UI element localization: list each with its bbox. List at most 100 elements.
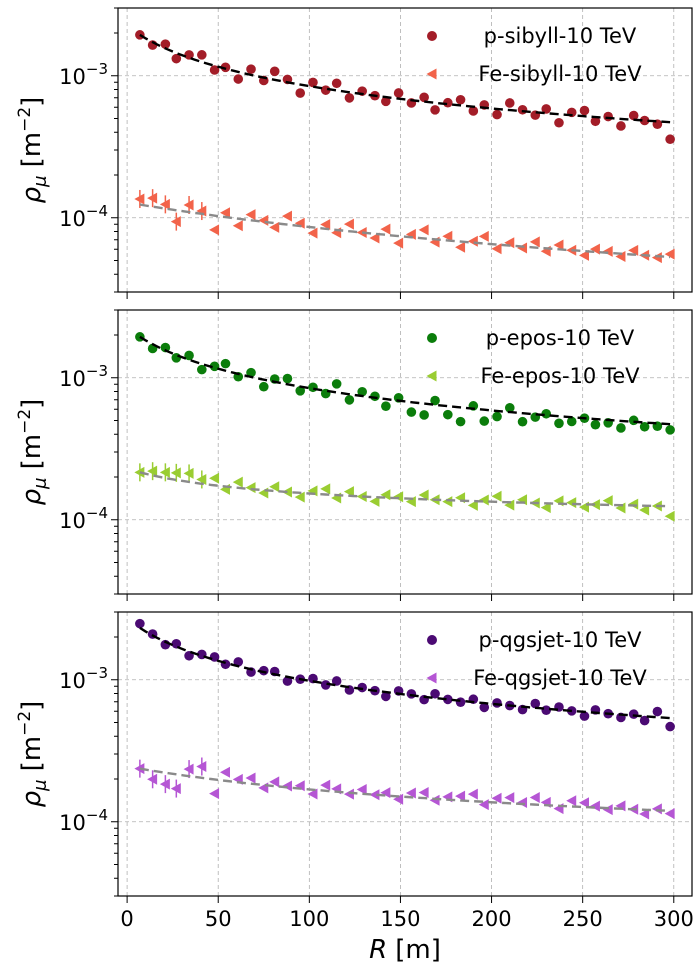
data-point xyxy=(628,709,639,719)
x-tick-label: 300 xyxy=(654,907,694,931)
data-point xyxy=(492,109,502,120)
data-point xyxy=(282,373,293,384)
data-point xyxy=(529,792,540,804)
data-point xyxy=(147,465,158,477)
legend-label: p-qgsjet-10 TeV xyxy=(478,628,642,652)
data-point xyxy=(308,77,318,88)
series-Fe-qgsjet-10 TeV xyxy=(134,757,675,820)
data-point xyxy=(171,53,182,64)
data-point xyxy=(245,209,256,221)
data-point xyxy=(579,105,590,116)
data-point xyxy=(245,772,256,784)
data-point xyxy=(455,790,466,802)
panel-1: 10−3 10−4 ρμ[m−2] p-sibyll-10 TeV Fe-sibyll-… xyxy=(15,7,693,299)
data-point xyxy=(405,787,416,799)
data-point xyxy=(517,416,528,427)
y-tick-label: 10−3 xyxy=(59,362,108,391)
y-tick-label: 10−4 xyxy=(59,202,108,231)
data-point xyxy=(566,416,577,427)
data-point xyxy=(639,421,650,432)
data-point xyxy=(183,199,194,211)
data-point xyxy=(504,792,515,804)
data-point xyxy=(530,698,541,709)
data-point xyxy=(184,350,194,361)
data-point xyxy=(294,217,305,229)
data-point xyxy=(628,415,639,426)
data-point xyxy=(369,495,380,507)
data-point xyxy=(171,353,182,363)
y-axis-label: ρμ[m−2] xyxy=(15,399,51,506)
data-point xyxy=(170,216,181,228)
data-point xyxy=(209,472,220,484)
data-point xyxy=(616,423,626,433)
legend-entry: p-sibyll-10 TeV xyxy=(427,24,637,48)
data-point xyxy=(160,342,171,353)
data-point xyxy=(566,795,577,807)
data-point xyxy=(664,248,675,260)
data-point xyxy=(442,496,453,508)
data-point xyxy=(639,504,650,516)
data-point xyxy=(443,409,453,420)
data-point xyxy=(529,236,540,248)
data-point xyxy=(652,706,663,717)
data-point xyxy=(504,403,515,413)
legend-label: p-sibyll-10 TeV xyxy=(484,24,637,48)
legend-entry: p-epos-10 TeV xyxy=(427,326,635,350)
data-point xyxy=(566,244,577,256)
fit-line xyxy=(139,203,671,259)
data-point xyxy=(664,808,675,820)
data-point xyxy=(665,721,675,732)
data-point xyxy=(159,198,170,210)
data-point xyxy=(356,783,367,795)
data-point xyxy=(491,792,502,804)
data-point xyxy=(541,104,552,114)
fit-line xyxy=(139,335,671,426)
data-point xyxy=(147,773,158,785)
data-point xyxy=(196,473,207,485)
data-point xyxy=(430,105,440,115)
data-point xyxy=(418,489,429,501)
data-point xyxy=(579,711,590,721)
data-point xyxy=(343,788,354,800)
data-point xyxy=(455,94,466,105)
data-point xyxy=(381,401,391,411)
data-point xyxy=(320,483,331,495)
data-point xyxy=(356,227,367,239)
data-point xyxy=(639,115,650,126)
data-point xyxy=(357,682,367,693)
data-point xyxy=(147,192,158,204)
data-point xyxy=(602,804,613,816)
data-point xyxy=(233,74,244,84)
data-point xyxy=(504,237,515,249)
y-tick-label: 10−4 xyxy=(59,504,108,533)
x-tick-label: 250 xyxy=(563,907,603,931)
data-point xyxy=(393,88,404,98)
y-tick-label: 10−4 xyxy=(59,806,108,835)
data-point xyxy=(170,467,181,479)
data-point xyxy=(245,482,256,494)
x-tick-label: 150 xyxy=(380,907,420,931)
plot-frame xyxy=(117,7,693,293)
y-tick-label: 10−3 xyxy=(59,60,108,89)
x-axis-label: R [m] xyxy=(369,935,441,965)
data-point xyxy=(393,491,404,503)
data-point xyxy=(665,425,675,435)
panels-group: 10−3 10−4 ρμ[m−2] p-sibyll-10 TeV Fe-sibyll-… xyxy=(15,7,694,931)
data-point xyxy=(209,361,220,372)
data-point xyxy=(491,243,502,255)
legend-label: p-epos-10 TeV xyxy=(486,326,635,350)
data-point xyxy=(467,788,478,800)
legend-marker xyxy=(427,31,437,41)
data-point xyxy=(183,763,194,775)
data-point xyxy=(220,766,231,778)
data-point xyxy=(615,251,626,263)
data-point xyxy=(320,85,331,95)
data-point xyxy=(343,218,354,230)
data-point xyxy=(308,382,318,393)
data-point xyxy=(393,237,404,249)
y-axis-label: ρμ[m−2] xyxy=(15,97,51,204)
x-tick-label: 100 xyxy=(289,907,329,931)
series-Fe-epos-10 TeV xyxy=(134,462,675,522)
data-point xyxy=(197,50,207,60)
data-point xyxy=(616,121,626,131)
